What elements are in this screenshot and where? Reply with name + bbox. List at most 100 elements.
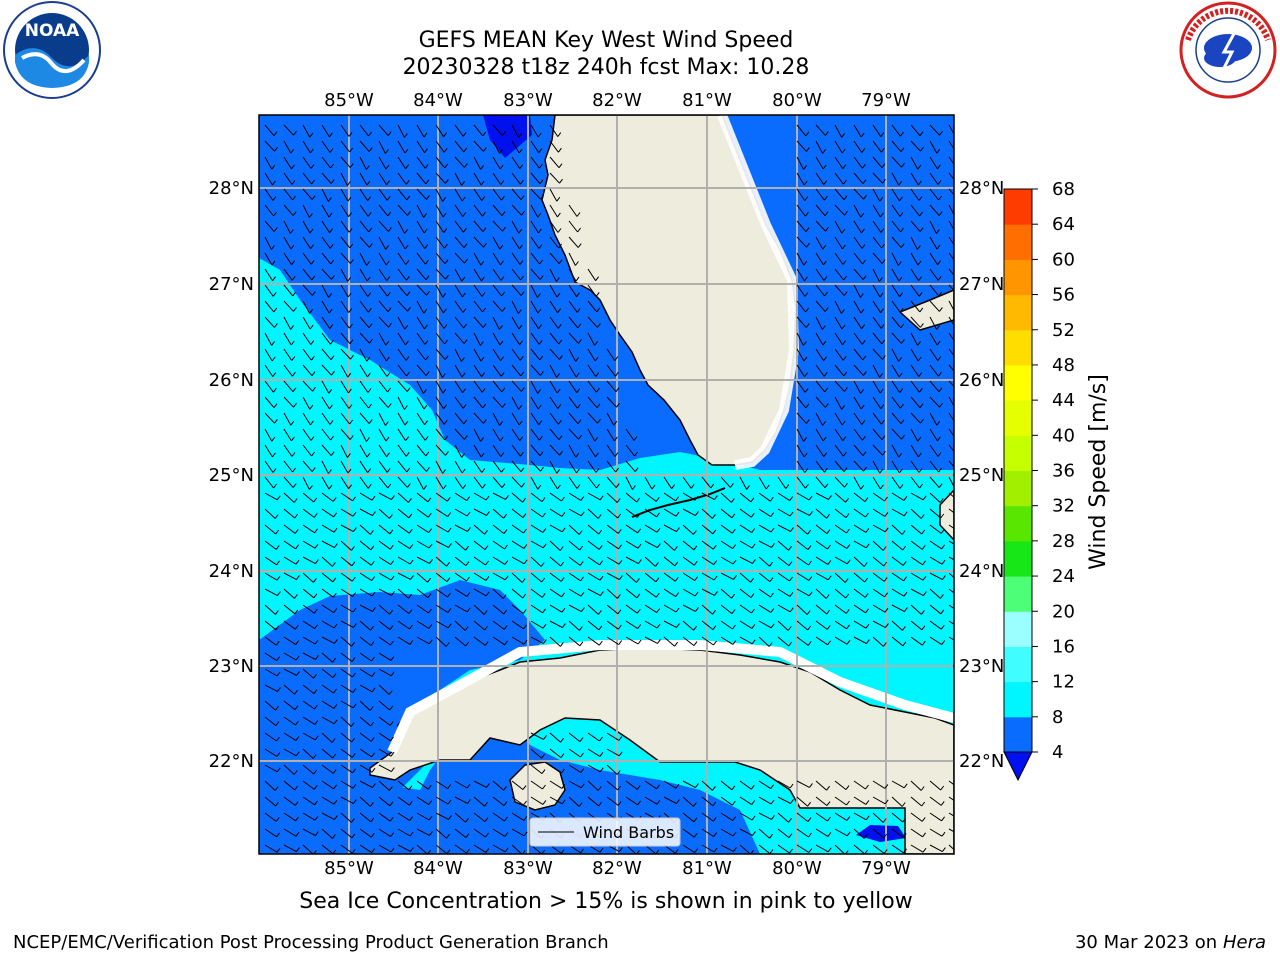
wind-barb: [378, 300, 389, 313]
colorbar-segment: [1004, 189, 1032, 225]
wind-barb-flag: [442, 212, 447, 218]
wind-barb-flag: [352, 768, 357, 774]
wind-barb: [777, 508, 791, 517]
wind-barb-flag: [366, 261, 371, 266]
wind-barb-flag: [424, 420, 429, 426]
wind-barb: [644, 508, 657, 518]
wind-barb-flag: [542, 800, 547, 805]
lon-label-top: 79°W: [861, 90, 911, 111]
wind-barb-flag: [462, 308, 467, 313]
wind-barb: [511, 236, 520, 250]
wind-barb: [530, 172, 541, 185]
wind-barb: [340, 396, 350, 409]
wind-barb: [283, 172, 293, 185]
wind-barb-flag: [481, 387, 486, 393]
wind-barb-flag: [498, 325, 503, 330]
wind-barb: [872, 268, 880, 282]
wind-barb: [682, 540, 695, 551]
wind-barb-flag: [941, 640, 946, 645]
wind-barb: [530, 476, 539, 490]
wind-barb: [891, 220, 901, 233]
wind-barb: [834, 204, 845, 216]
wind-barb-flag: [501, 387, 506, 393]
wind-barb: [948, 588, 954, 594]
wind-barb: [530, 252, 540, 265]
wind-barb-flag: [503, 625, 508, 630]
wind-barb: [397, 140, 406, 154]
wind-barb: [378, 508, 390, 519]
wind-barb-flag: [903, 576, 907, 582]
wind-barb: [473, 236, 484, 248]
wind-barb: [302, 508, 315, 518]
wind-barb: [321, 300, 330, 314]
wind-barb-flag: [918, 180, 922, 186]
wind-barb-flag: [902, 626, 906, 631]
wind-barb: [530, 732, 544, 740]
wind-barb-flag: [961, 529, 964, 533]
wind-barb: [378, 140, 386, 154]
wind-barb-flag: [597, 514, 602, 519]
wind-barb-flag: [862, 275, 867, 280]
wind-barb: [853, 252, 863, 265]
wind-barb: [397, 540, 410, 550]
wind-barb-flag: [522, 497, 526, 503]
wind-barb-flag: [390, 495, 395, 500]
wind-barb: [625, 620, 638, 630]
wind-barb: [492, 284, 502, 297]
wind-barb-flag: [884, 784, 889, 789]
wind-barb-flag: [333, 527, 338, 533]
wind-barb: [929, 364, 939, 377]
wind-barb-flag: [295, 575, 300, 580]
wind-barb: [758, 796, 772, 805]
wind-barb: [872, 428, 883, 441]
wind-barb-flag: [580, 576, 584, 582]
wind-barb-flag: [308, 213, 313, 218]
wind-barb: [397, 828, 411, 837]
wind-barb: [321, 380, 330, 394]
wind-barb: [530, 588, 543, 598]
wind-barb-flag: [347, 388, 352, 394]
wind-barb: [891, 300, 901, 313]
wind-barb-flag: [917, 341, 921, 346]
wind-barb: [283, 364, 293, 377]
wind-barb-flag: [466, 607, 471, 613]
wind-barb: [587, 540, 600, 550]
wind-barb: [910, 492, 924, 501]
wind-barb-flag: [712, 609, 716, 615]
wind-barb: [625, 572, 637, 583]
wind-barb-flag: [731, 609, 736, 614]
wind-barb-flag: [752, 559, 756, 564]
wind-barb-flag: [538, 420, 543, 425]
wind-barb: [264, 316, 275, 328]
wind-barb: [321, 764, 334, 774]
wind-barb: [549, 268, 557, 282]
wind-barb-flag: [863, 194, 867, 200]
wind-barb: [701, 636, 714, 646]
ocean-darkest-south: [856, 825, 906, 842]
wind-barb-flag: [485, 591, 490, 597]
wind-barb: [283, 156, 292, 170]
wind-barb: [435, 412, 445, 425]
wind-barb: [454, 540, 466, 551]
wind-barb-flag: [313, 593, 318, 599]
wind-barb: [644, 780, 657, 790]
wind-barb-flag: [348, 323, 353, 329]
wind-barb-flag: [333, 704, 338, 709]
wind-barb-flag: [824, 307, 829, 312]
wind-barb-flag: [804, 292, 809, 297]
wind-barb: [321, 652, 333, 663]
wind-barb-flag: [522, 609, 527, 614]
wind-barb-flag: [389, 625, 394, 630]
wind-barb: [549, 348, 560, 360]
wind-barb-flag: [884, 527, 889, 533]
wind-barb: [530, 524, 544, 533]
wind-barb-flag: [271, 260, 276, 266]
wind-barb: [530, 188, 541, 200]
wind-barb: [378, 332, 387, 346]
wind-barb-flag: [675, 783, 680, 789]
wind-barb: [359, 284, 369, 297]
wind-barb-flag: [694, 576, 699, 581]
wind-barb: [891, 364, 900, 378]
wind-barb: [815, 236, 824, 250]
wind-barb-flag: [467, 527, 471, 532]
